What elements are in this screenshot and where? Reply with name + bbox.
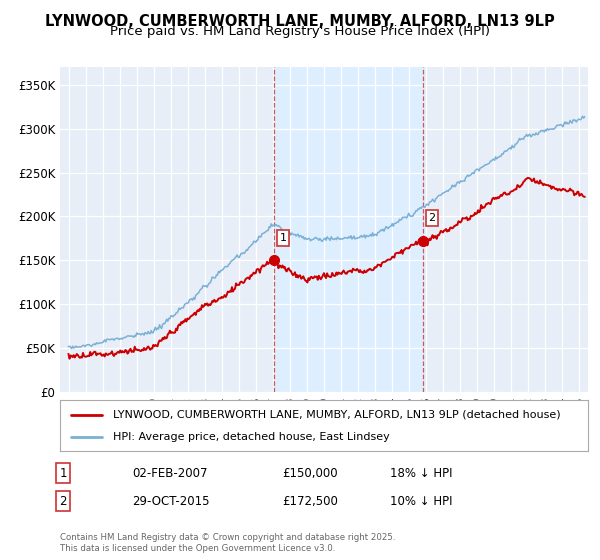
Text: 1: 1 xyxy=(59,466,67,480)
Text: 02-FEB-2007: 02-FEB-2007 xyxy=(132,466,208,480)
Text: LYNWOOD, CUMBERWORTH LANE, MUMBY, ALFORD, LN13 9LP: LYNWOOD, CUMBERWORTH LANE, MUMBY, ALFORD… xyxy=(45,14,555,29)
Bar xyxy=(274,67,423,392)
Text: LYNWOOD, CUMBERWORTH LANE, MUMBY, ALFORD, LN13 9LP (detached house): LYNWOOD, CUMBERWORTH LANE, MUMBY, ALFORD… xyxy=(113,409,560,419)
Text: 2: 2 xyxy=(59,494,67,508)
Text: Price paid vs. HM Land Registry's House Price Index (HPI): Price paid vs. HM Land Registry's House … xyxy=(110,25,490,38)
Text: HPI: Average price, detached house, East Lindsey: HPI: Average price, detached house, East… xyxy=(113,432,389,442)
Text: 18% ↓ HPI: 18% ↓ HPI xyxy=(390,466,452,480)
Text: £150,000: £150,000 xyxy=(282,466,338,480)
Text: £172,500: £172,500 xyxy=(282,494,338,508)
Text: Contains HM Land Registry data © Crown copyright and database right 2025.
This d: Contains HM Land Registry data © Crown c… xyxy=(60,533,395,553)
Text: 10% ↓ HPI: 10% ↓ HPI xyxy=(390,494,452,508)
Text: 29-OCT-2015: 29-OCT-2015 xyxy=(132,494,209,508)
Text: 1: 1 xyxy=(280,233,286,243)
Text: 2: 2 xyxy=(428,213,436,223)
